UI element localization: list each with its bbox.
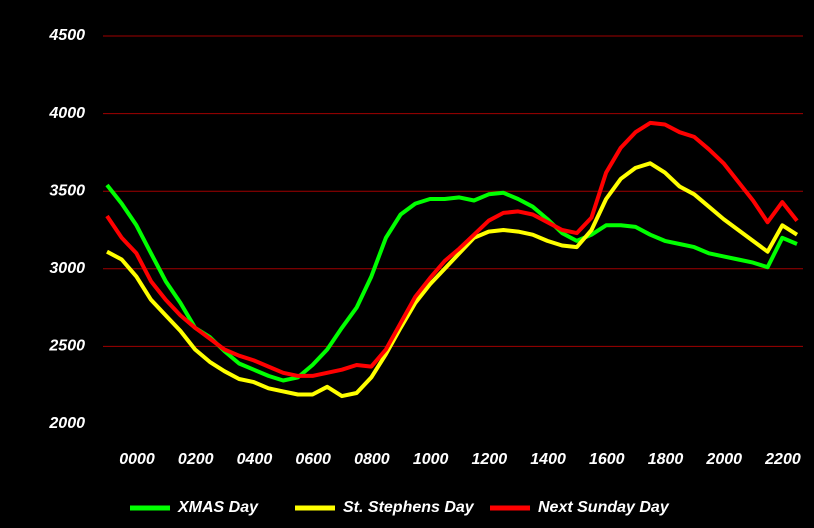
legend-label: St. Stephens Day bbox=[343, 499, 475, 516]
x-tick-label: 1200 bbox=[472, 451, 508, 468]
y-tick-label: 2000 bbox=[48, 415, 85, 432]
legend-label: XMAS Day bbox=[177, 499, 259, 516]
legend-label: Next Sunday Day bbox=[538, 499, 670, 516]
y-tick-label: 2500 bbox=[48, 338, 85, 355]
x-tick-label: 0000 bbox=[119, 451, 155, 468]
x-tick-label: 1400 bbox=[530, 451, 566, 468]
series-line bbox=[106, 161, 799, 399]
x-tick-label: 1800 bbox=[648, 451, 684, 468]
x-tick-label: 2200 bbox=[764, 451, 801, 468]
x-tick-label: 0600 bbox=[295, 451, 331, 468]
series-line bbox=[105, 120, 799, 378]
x-tick-label: 1600 bbox=[589, 451, 625, 468]
y-tick-label: 4000 bbox=[48, 105, 85, 122]
x-tick-label: 2000 bbox=[705, 451, 742, 468]
x-tick-label: 0800 bbox=[354, 451, 390, 468]
x-tick-label: 0200 bbox=[178, 451, 214, 468]
x-tick-label: 0400 bbox=[237, 451, 273, 468]
y-tick-label: 4500 bbox=[48, 27, 85, 44]
y-tick-label: 3500 bbox=[49, 182, 85, 199]
y-tick-label: 3000 bbox=[49, 260, 85, 277]
x-tick-label: 1000 bbox=[413, 451, 449, 468]
